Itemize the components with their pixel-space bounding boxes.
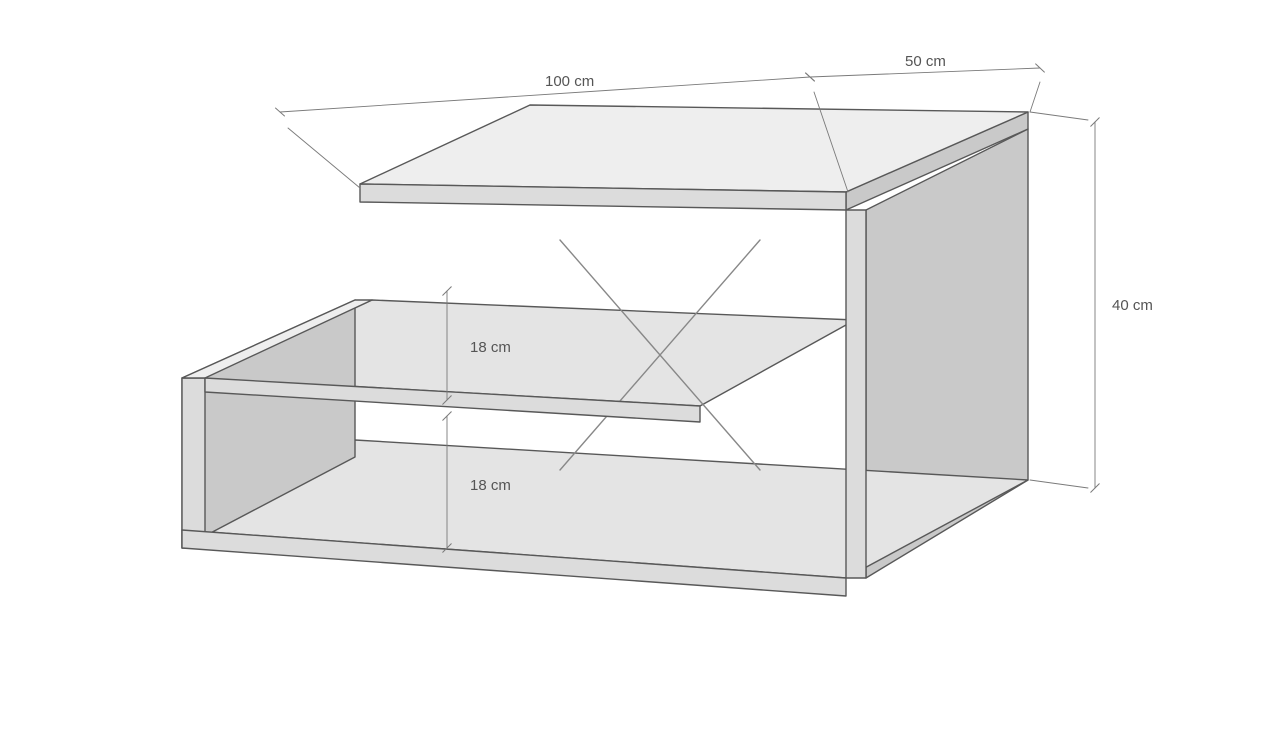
left-panel-front <box>182 378 205 548</box>
dim-width-label: 100 cm <box>545 73 594 90</box>
dim-depth-label: 50 cm <box>905 53 946 70</box>
technical-drawing: 100 cm 50 cm 40 cm 18 cm 18 cm <box>0 0 1280 741</box>
right-panel-front <box>846 210 866 578</box>
dim-shelf-upper-label: 18 cm <box>470 339 511 356</box>
dim-shelf-lower-label: 18 cm <box>470 477 511 494</box>
dim-height-label: 40 cm <box>1112 297 1153 314</box>
